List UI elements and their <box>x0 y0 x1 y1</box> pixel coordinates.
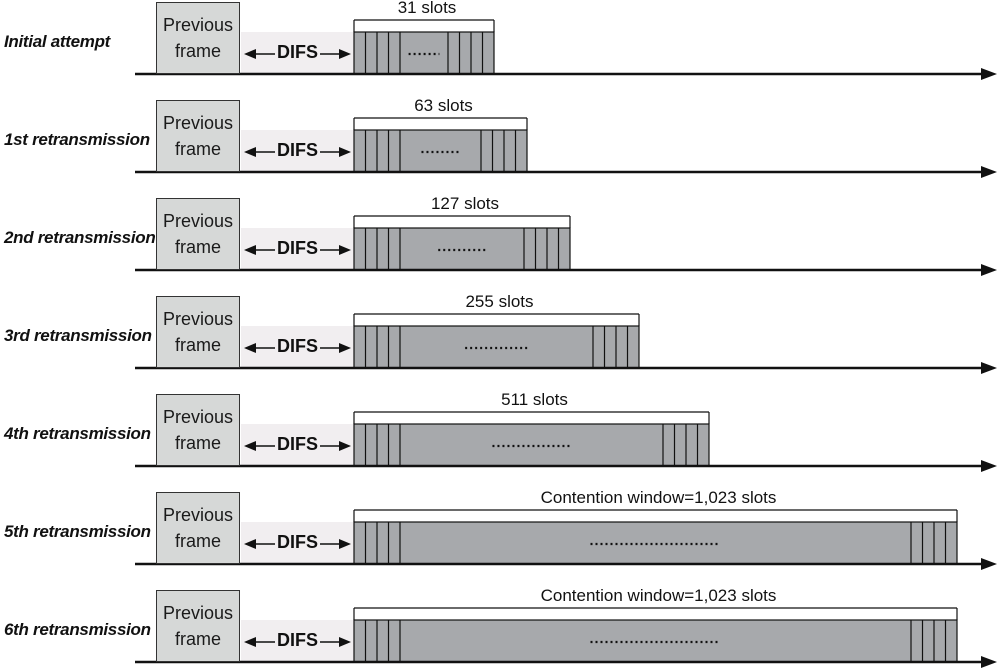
difs-label: DIFS <box>277 336 319 356</box>
previous-frame-label: Previous frame <box>162 211 234 257</box>
difs-arrowhead-right <box>339 245 351 255</box>
previous-frame-box: Previous frame <box>156 296 240 368</box>
difs-arrowhead-right <box>339 49 351 59</box>
row-label: 3rd retransmission <box>4 326 152 345</box>
previous-frame-label: Previous frame <box>162 603 234 649</box>
previous-frame-label: Previous frame <box>162 407 234 453</box>
difs-arrowhead-left <box>244 539 256 549</box>
previous-frame-box: Previous frame <box>156 198 240 270</box>
difs-label: DIFS <box>277 42 319 62</box>
previous-frame-box: Previous frame <box>156 590 240 662</box>
difs-region <box>241 130 354 172</box>
row-label: Initial attempt <box>4 32 111 51</box>
contention-window-label: 127 slots <box>430 194 500 213</box>
difs-region <box>241 620 354 662</box>
row-label: 2nd retransmission <box>4 228 156 247</box>
difs-label: DIFS <box>277 630 319 650</box>
previous-frame-box: Previous frame <box>156 492 240 564</box>
difs-arrowhead-right <box>339 441 351 451</box>
contention-window-label: 255 slots <box>465 292 534 311</box>
row-label: 6th retransmission <box>4 620 151 639</box>
difs-region <box>241 228 354 270</box>
time-axis-arrowhead <box>981 460 997 472</box>
previous-frame-box: Previous frame <box>156 2 240 74</box>
time-axis-arrowhead <box>981 264 997 276</box>
difs-arrowhead-right <box>339 147 351 157</box>
contention-window-label: 31 slots <box>397 0 457 17</box>
contention-window-label: 511 slots <box>501 390 568 409</box>
difs-arrowhead-right <box>339 343 351 353</box>
previous-frame-box: Previous frame <box>156 394 240 466</box>
row-label: 4th retransmission <box>4 424 151 443</box>
difs-arrowhead-right <box>339 637 351 647</box>
time-axis-arrowhead <box>981 68 997 80</box>
time-axis-arrowhead <box>981 166 997 178</box>
difs-arrowhead-left <box>244 49 256 59</box>
contention-window-label: Contention window=1,023 slots <box>540 488 777 507</box>
difs-arrowhead-left <box>244 441 256 451</box>
difs-arrowhead-left <box>244 343 256 353</box>
difs-label: DIFS <box>277 434 319 454</box>
contention-window-label: 63 slots <box>414 96 473 115</box>
difs-region <box>241 326 354 368</box>
previous-frame-label: Previous frame <box>162 505 234 551</box>
row-label: 5th retransmission <box>4 522 151 541</box>
difs-label: DIFS <box>277 238 319 258</box>
difs-region <box>241 424 354 466</box>
time-axis-arrowhead <box>981 362 997 374</box>
difs-region <box>241 32 354 74</box>
time-axis-arrowhead <box>981 558 997 570</box>
contention-window <box>353 129 528 173</box>
contention-window <box>353 423 710 467</box>
difs-arrowhead-left <box>244 147 256 157</box>
difs-label: DIFS <box>277 532 319 552</box>
time-axis-arrowhead <box>981 656 997 668</box>
difs-arrowhead-left <box>244 637 256 647</box>
contention-window <box>353 227 571 271</box>
previous-frame-label: Previous frame <box>162 15 234 61</box>
previous-frame-label: Previous frame <box>162 309 234 355</box>
previous-frame-label: Previous frame <box>162 113 234 159</box>
difs-arrowhead-left <box>244 245 256 255</box>
row-label: 1st retransmission <box>4 130 150 149</box>
previous-frame-box: Previous frame <box>156 100 240 172</box>
difs-label: DIFS <box>277 140 319 160</box>
difs-arrowhead-right <box>339 539 351 549</box>
contention-window-label: Contention window=1,023 slots <box>540 586 777 605</box>
difs-region <box>241 522 354 564</box>
